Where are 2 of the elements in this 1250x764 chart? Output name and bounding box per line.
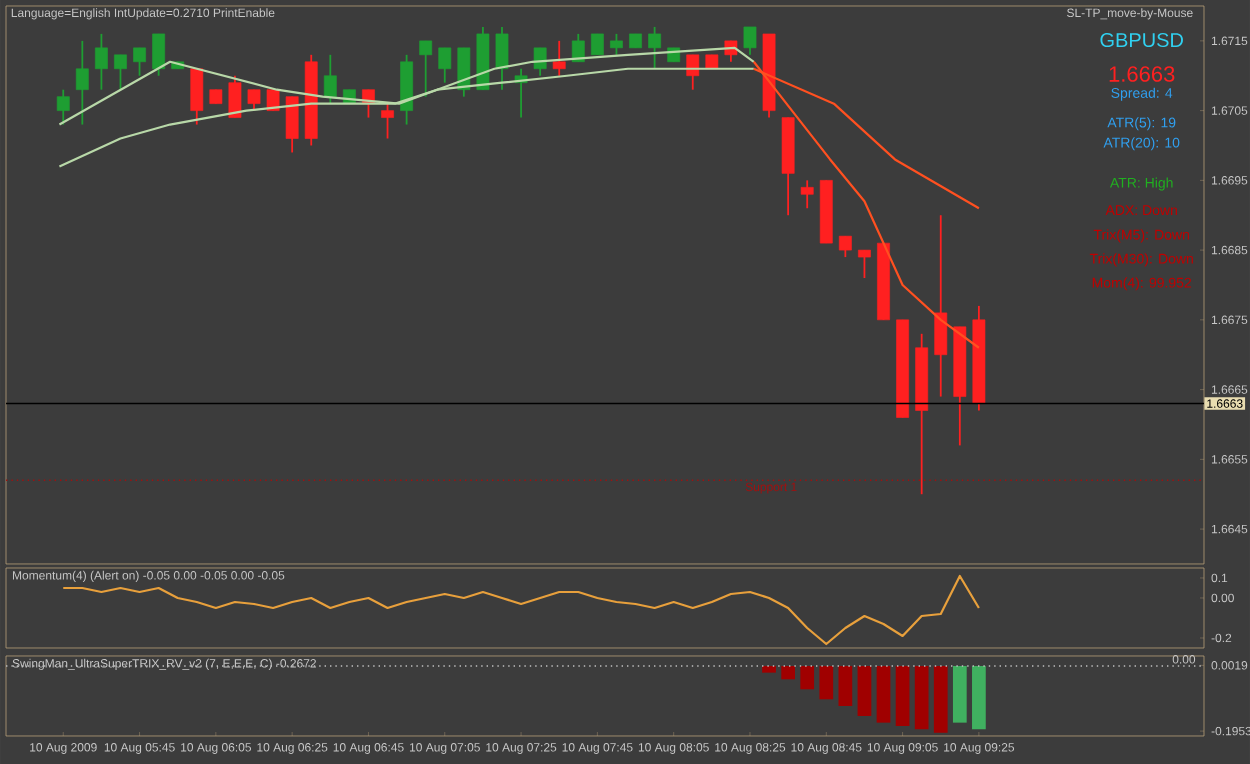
annotation: GBPUSD <box>1100 32 1183 48</box>
annotation: 1.6663 <box>1109 66 1175 82</box>
